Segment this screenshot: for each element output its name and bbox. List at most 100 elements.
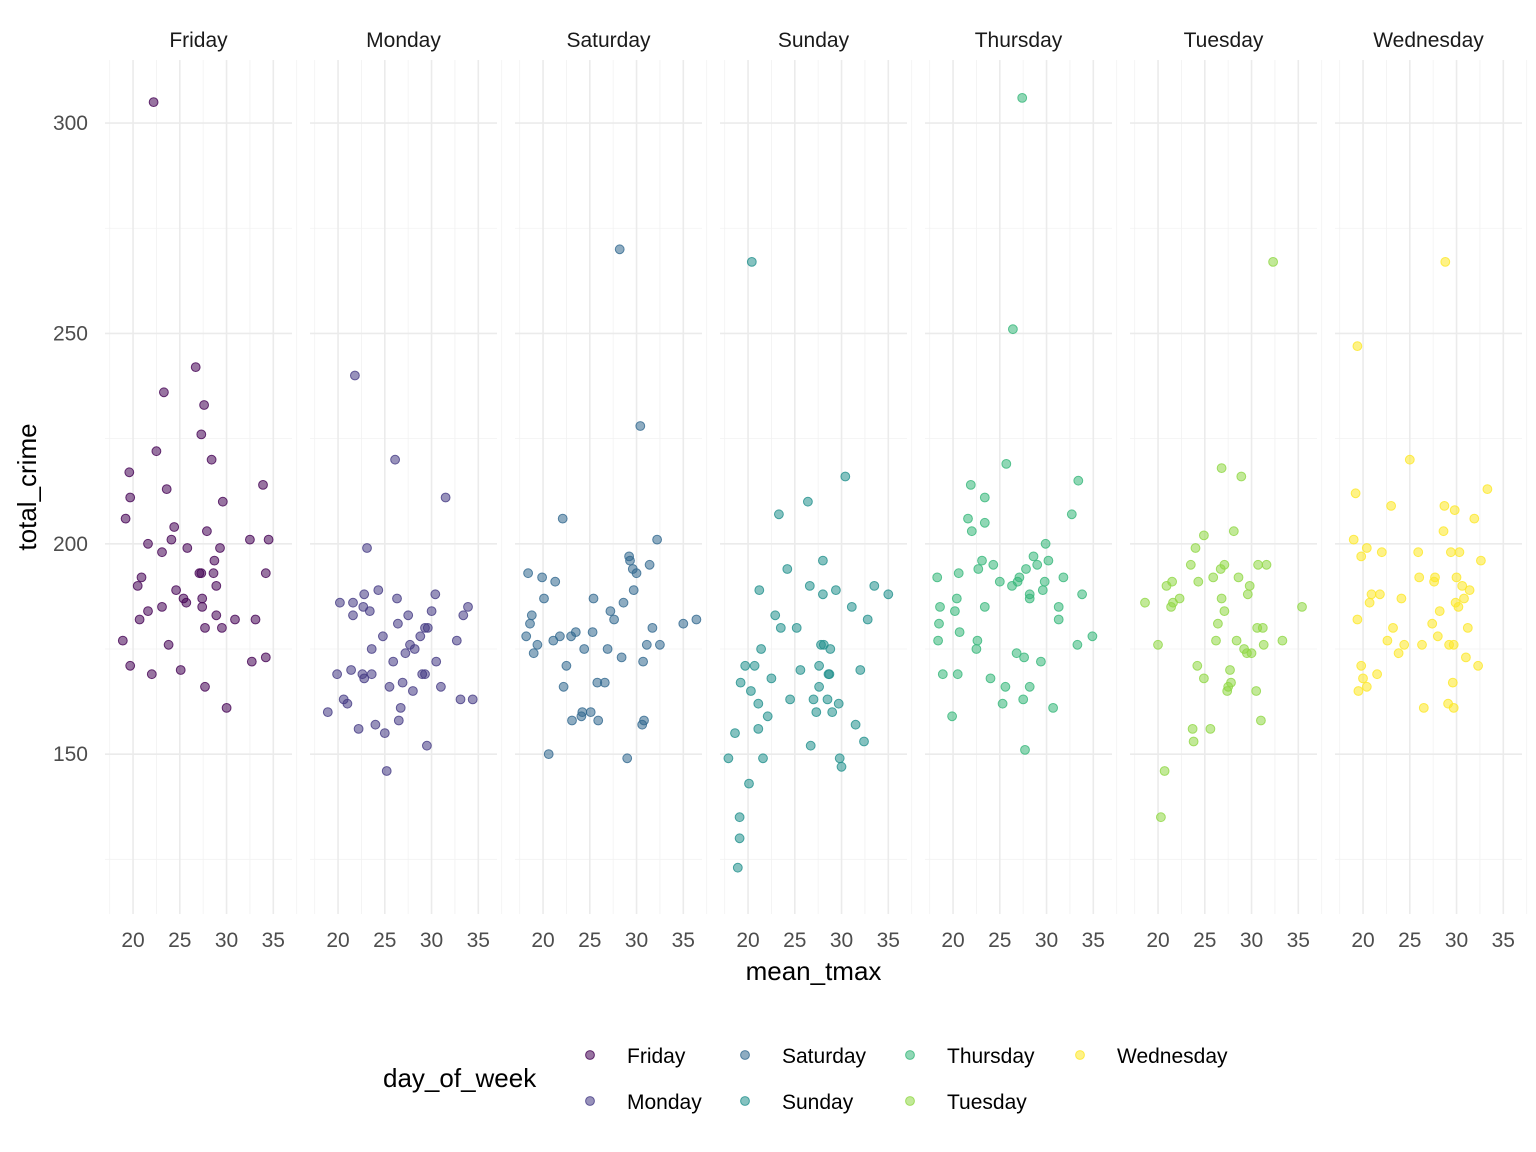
legend-item-sunday: Sunday (740, 1091, 854, 1114)
data-point (332, 669, 343, 680)
data-point (1020, 745, 1030, 755)
data-point (691, 614, 702, 625)
data-point (1077, 589, 1087, 600)
y-axis-title: total_crime (12, 423, 42, 550)
data-point (814, 681, 824, 692)
data-point (1205, 724, 1216, 734)
facet-panel-wednesday: Wednesday 20 25 30 35 (1335, 29, 1528, 952)
data-point (392, 593, 402, 604)
data-point (390, 454, 401, 465)
data-point (148, 97, 159, 107)
data-point (1454, 547, 1465, 558)
data-point (758, 753, 768, 764)
data-point (408, 686, 418, 696)
data-point (132, 581, 143, 591)
data-point (1430, 572, 1440, 583)
data-point (525, 618, 535, 629)
data-point (869, 581, 880, 591)
data-point (625, 555, 635, 566)
data-point (422, 623, 433, 633)
facet-strip-label: Saturday (566, 29, 651, 52)
data-point (756, 644, 766, 654)
data-point (366, 644, 377, 654)
data-point (833, 698, 844, 709)
data-point (979, 492, 990, 503)
data-point (647, 623, 658, 633)
data-point (1053, 614, 1064, 625)
data-point (754, 585, 765, 595)
legend-key (585, 1050, 595, 1060)
data-point (393, 618, 403, 629)
data-point (824, 669, 835, 680)
data-point (655, 639, 665, 650)
data-point (1386, 501, 1396, 511)
facet-panel-monday: Monday 20 25 30 35 (310, 29, 503, 952)
data-point (1253, 559, 1263, 570)
data-point (395, 703, 406, 713)
legend-label: Friday (627, 1045, 686, 1068)
data-point (362, 543, 372, 553)
data-point (171, 585, 182, 595)
legend-item-thursday: Thursday (905, 1045, 1035, 1068)
data-point (1297, 602, 1307, 612)
data-point (1413, 547, 1424, 558)
data-point (1156, 812, 1166, 823)
data-point (831, 585, 841, 595)
data-point (161, 484, 172, 495)
facet-strip-label: Sunday (778, 29, 850, 52)
data-point (1014, 572, 1025, 583)
legend-label: Sunday (782, 1091, 854, 1114)
data-point (570, 627, 581, 637)
data-point (1001, 459, 1012, 469)
data-point (827, 707, 838, 717)
data-point (335, 597, 345, 608)
data-point (526, 610, 537, 621)
data-point (463, 602, 473, 612)
data-point (1364, 597, 1375, 608)
data-point (250, 614, 261, 625)
data-point (211, 581, 222, 591)
data-point (125, 660, 136, 671)
data-point (744, 778, 754, 789)
data-point (430, 589, 441, 600)
data-point (342, 698, 353, 709)
data-point (1017, 93, 1028, 103)
data-point (245, 534, 255, 545)
data-point (791, 623, 802, 633)
x-tick-label: 35 (877, 929, 900, 952)
data-point (774, 509, 784, 520)
data-point (1236, 471, 1247, 482)
data-point (163, 639, 174, 650)
data-point (1216, 463, 1227, 474)
data-point (1268, 257, 1278, 267)
data-point (723, 753, 734, 764)
data-point (550, 576, 561, 587)
data-point (246, 656, 257, 667)
data-point (197, 593, 208, 604)
data-point (258, 480, 268, 490)
data-point (1053, 602, 1064, 612)
data-point (136, 572, 147, 583)
facet-panel-sunday: Sunday 20 25 30 35 (720, 29, 913, 952)
data-point (537, 572, 547, 583)
x-tick-label: 35 (1492, 929, 1515, 952)
data-point (1018, 694, 1029, 705)
data-point (1257, 623, 1268, 633)
data-point (818, 555, 828, 566)
data-point (644, 559, 655, 570)
data-point (202, 526, 212, 537)
x-tick-label: 20 (941, 929, 964, 952)
data-point (1350, 488, 1361, 499)
data-point (628, 585, 639, 595)
data-point (1185, 559, 1196, 570)
data-point (1393, 648, 1404, 659)
data-point (206, 454, 217, 465)
legend-key (740, 1096, 750, 1106)
y-tick-label: 250 (53, 322, 88, 345)
data-point (1231, 635, 1242, 646)
data-point (1188, 736, 1199, 747)
data-point (1211, 635, 1221, 646)
data-point (134, 614, 145, 625)
data-point (997, 698, 1008, 709)
